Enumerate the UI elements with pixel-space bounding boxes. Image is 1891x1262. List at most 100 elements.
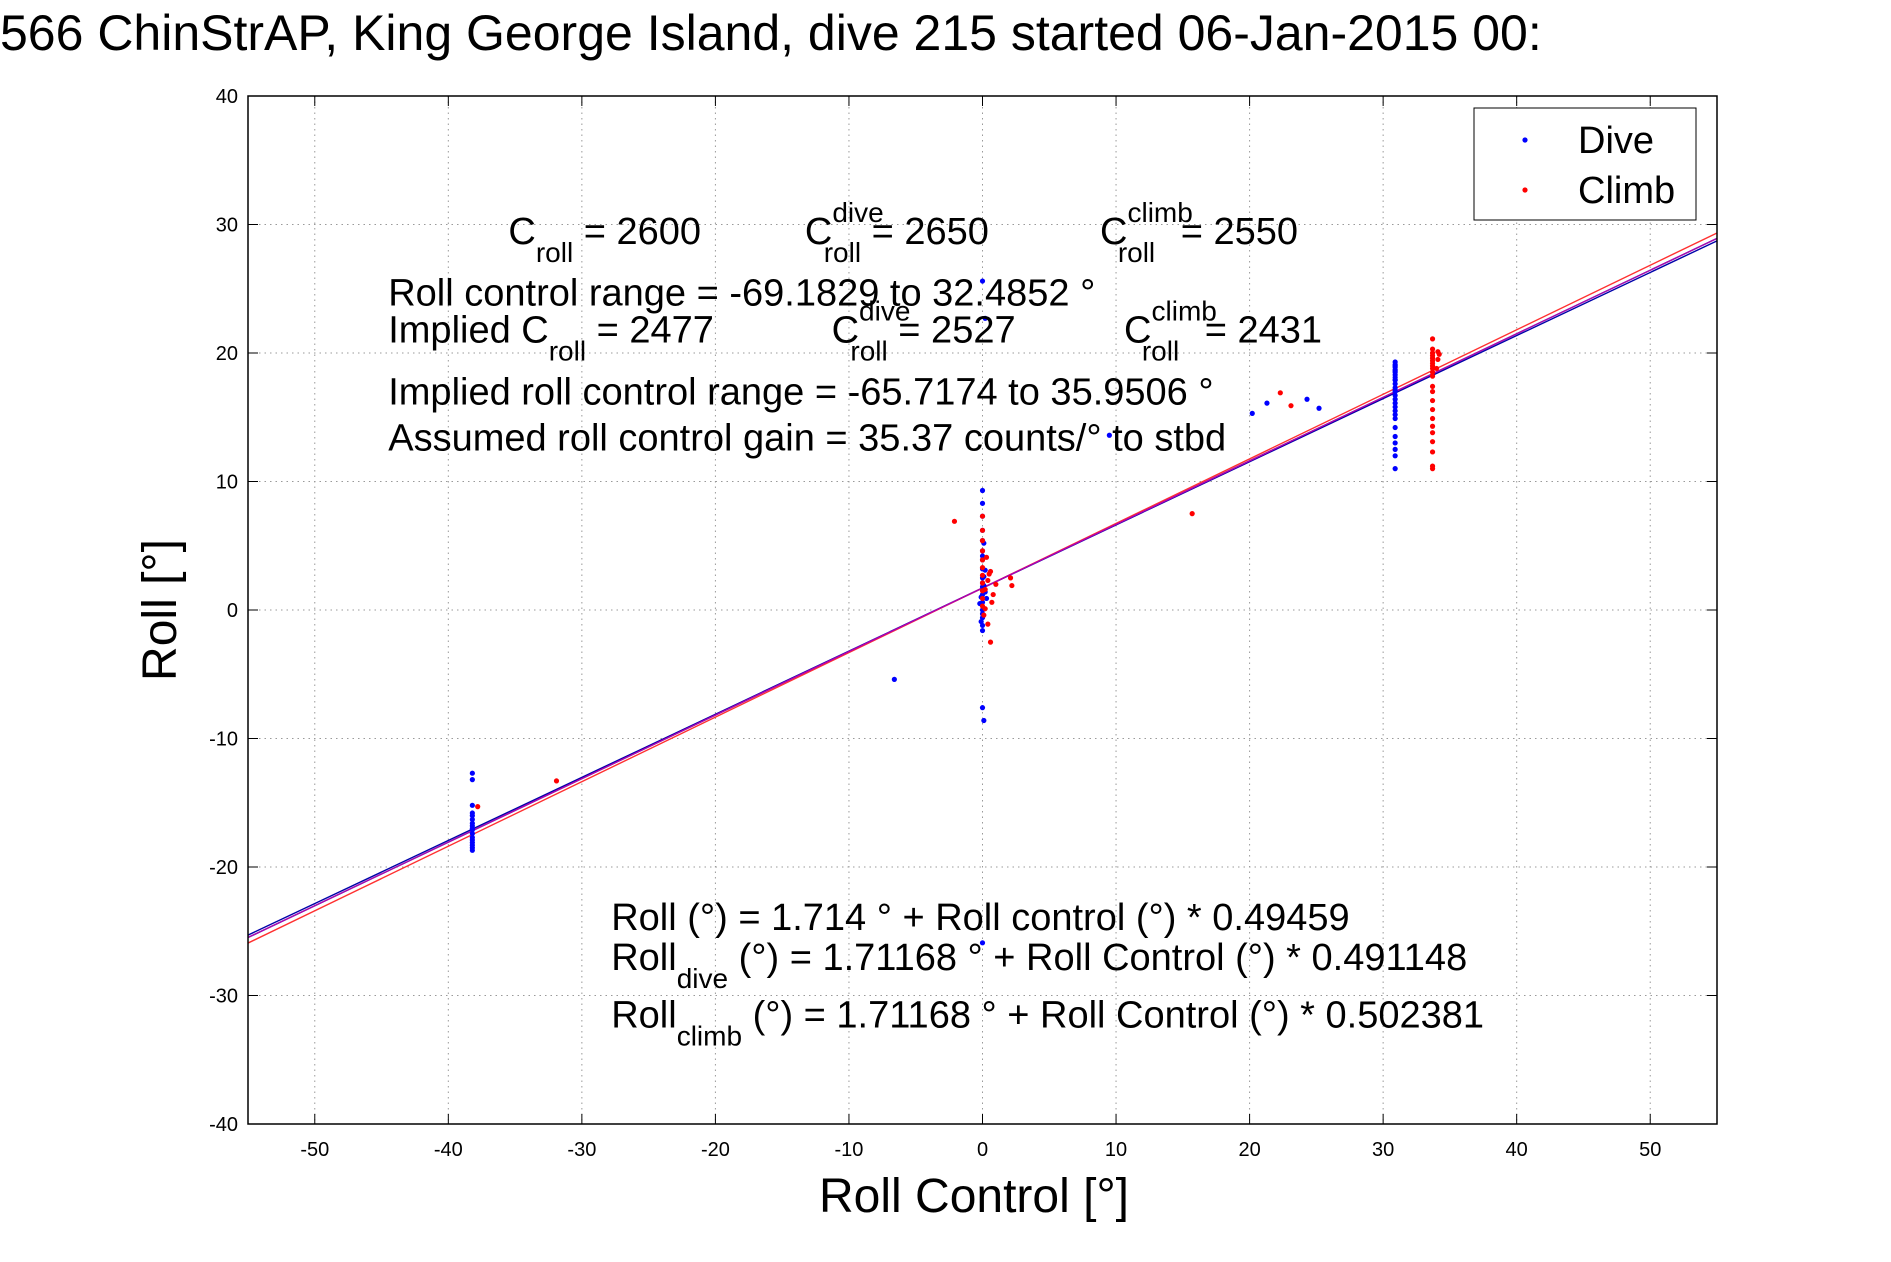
dive-point bbox=[979, 500, 986, 506]
y-tick-label: 30 bbox=[216, 215, 238, 237]
dive-point bbox=[469, 816, 475, 823]
x-tick-label: 0 bbox=[977, 1139, 988, 1161]
dive-point bbox=[979, 627, 986, 634]
dive-point bbox=[469, 820, 475, 826]
y-tick-label: -40 bbox=[209, 1114, 238, 1136]
climb-point bbox=[979, 548, 986, 554]
climb-point bbox=[1429, 388, 1436, 395]
dive-point bbox=[979, 278, 986, 284]
dive-point bbox=[979, 705, 986, 711]
dive-point bbox=[1392, 415, 1398, 422]
dive-point bbox=[1392, 424, 1398, 431]
annotation-1: Cdive roll = 2650 bbox=[805, 197, 989, 268]
dive-point bbox=[1392, 368, 1398, 374]
x-tick-label: -30 bbox=[567, 1139, 596, 1161]
dive-point bbox=[1316, 405, 1322, 411]
climb-point bbox=[979, 527, 986, 533]
data-points bbox=[469, 278, 1442, 946]
dive-point bbox=[1392, 440, 1398, 446]
climb-point bbox=[1429, 397, 1436, 404]
dive-point bbox=[1392, 381, 1398, 387]
climb-point bbox=[1288, 403, 1294, 409]
climb-point bbox=[993, 581, 999, 587]
y-tick-label: 40 bbox=[216, 86, 238, 108]
climb-point bbox=[1189, 511, 1195, 517]
dive-point bbox=[469, 830, 475, 837]
x-tick-label: -20 bbox=[701, 1139, 730, 1161]
climb-point bbox=[989, 599, 995, 605]
y-tick-label: 10 bbox=[216, 472, 238, 494]
climb-point bbox=[979, 595, 986, 602]
dive-point bbox=[979, 553, 986, 559]
annotation-5: Cdive roll = 2527 bbox=[832, 296, 1016, 367]
annotation-7: Implied roll control range = -65.7174 to… bbox=[388, 371, 1213, 413]
dive-point bbox=[1392, 446, 1398, 452]
climb-point bbox=[1429, 336, 1436, 342]
climb-point bbox=[979, 580, 986, 586]
climb-point bbox=[985, 577, 991, 584]
climb-point bbox=[951, 518, 958, 524]
dive-point bbox=[1392, 363, 1398, 369]
chart-title: 566 ChinStrAP, King George Island, dive … bbox=[0, 5, 1542, 61]
x-tick-label: -50 bbox=[300, 1139, 329, 1161]
x-axis-label: Roll Control [°] bbox=[819, 1170, 1129, 1223]
climb-point bbox=[981, 612, 987, 618]
dive-point bbox=[469, 802, 475, 808]
climb-point bbox=[979, 538, 986, 544]
y-tick-label: 20 bbox=[216, 343, 238, 365]
climb-point bbox=[1429, 346, 1436, 352]
climb-point bbox=[979, 564, 986, 571]
annotation-11: Rollclimb (°) = 1.71168 ° + Roll Control… bbox=[611, 995, 1484, 1052]
x-tick-label: 20 bbox=[1238, 1139, 1260, 1161]
dive-point bbox=[1392, 400, 1398, 406]
dive-point bbox=[891, 676, 897, 682]
grid bbox=[248, 95, 1717, 1125]
annotation-9: Roll (°) = 1.714 ° + Roll control (°) * … bbox=[611, 897, 1349, 939]
legend-dive-marker bbox=[1522, 137, 1528, 143]
legend-box bbox=[1473, 107, 1697, 221]
annotation-6: Cclimb roll = 2431 bbox=[1124, 296, 1322, 367]
climb-point bbox=[1429, 369, 1436, 375]
dive-point bbox=[1392, 412, 1398, 418]
climb-point bbox=[1429, 430, 1436, 436]
tick-labels: -50 -40 -30 -20 -10 0 10 20 30 40 50 -40 -30 -20 -10 0 1… bbox=[209, 86, 1717, 1161]
climb-point bbox=[1429, 423, 1436, 429]
legend-climb-label: Climb bbox=[1578, 170, 1675, 212]
dive-point bbox=[1392, 377, 1398, 383]
dive-point bbox=[979, 940, 986, 946]
climb-point bbox=[1429, 365, 1436, 372]
climb-point bbox=[983, 554, 990, 560]
dive-point bbox=[1392, 466, 1398, 472]
dive-point bbox=[1106, 432, 1112, 438]
climb-point bbox=[1429, 373, 1436, 379]
legend-climb-marker bbox=[1522, 187, 1528, 193]
climb-point bbox=[1429, 449, 1436, 455]
x-tick-label: 30 bbox=[1372, 1139, 1394, 1161]
dive-point bbox=[1392, 453, 1398, 459]
climb-point bbox=[1429, 439, 1436, 445]
y-tick-label: -10 bbox=[209, 729, 238, 751]
climb-point bbox=[982, 606, 988, 612]
dive-point bbox=[1392, 387, 1398, 393]
climb-point bbox=[475, 804, 481, 810]
dive-point bbox=[469, 770, 475, 776]
legend: Dive Climb bbox=[1473, 107, 1697, 221]
dive-point bbox=[1392, 404, 1398, 410]
dive-point bbox=[469, 825, 475, 832]
climb-point bbox=[1007, 575, 1014, 581]
x-tick-label: 10 bbox=[1105, 1139, 1127, 1161]
dive-point bbox=[1249, 410, 1255, 416]
dive-point bbox=[982, 315, 988, 321]
x-tick-label: -40 bbox=[434, 1139, 463, 1161]
climb-point bbox=[985, 621, 991, 627]
annotations: Croll = 2600 Cdive roll = 2650 Cclimb roll =… bbox=[388, 197, 1484, 1052]
annotation-0: Croll = 2600 bbox=[508, 211, 701, 268]
climb-point bbox=[1435, 356, 1441, 363]
dive-point bbox=[1392, 392, 1398, 399]
climb-point bbox=[1435, 349, 1441, 355]
climb-point bbox=[1429, 406, 1436, 413]
annotation-8: Assumed roll control gain = 35.37 counts… bbox=[388, 418, 1226, 460]
legend-dive-label: Dive bbox=[1578, 120, 1654, 162]
dive-point bbox=[983, 595, 990, 602]
climb-point bbox=[1429, 466, 1436, 472]
